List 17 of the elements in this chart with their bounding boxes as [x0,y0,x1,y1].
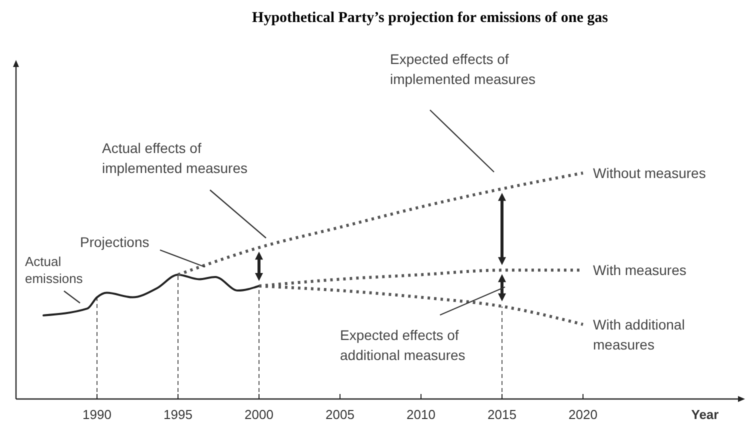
text: Expected effects of implemented measures [390,51,536,87]
annotation: Projections [80,234,150,250]
chart-title: Hypothetical Party’s projection for emissions of one gas [252,10,608,26]
x-tick-label: 2015 [488,407,516,422]
x-tick-label: 1990 [82,407,112,422]
x-tick-label: 2000 [244,407,274,422]
x-tick-label: 1995 [164,407,192,422]
annotation: Expected effects of additional measures [340,327,466,363]
series-label: Without measures [593,165,706,181]
series-label: With additional measures [593,316,685,352]
series-label: With measures [593,262,686,278]
x-tick-label: 2010 [406,407,436,422]
annotation: Actual effects of implemented measures [102,140,248,176]
x-tick-label: 2005 [326,407,354,422]
x-axis-title: Year [691,407,719,422]
annotation: Actual emissions [25,254,84,286]
x-tick-label: 2020 [568,407,598,422]
